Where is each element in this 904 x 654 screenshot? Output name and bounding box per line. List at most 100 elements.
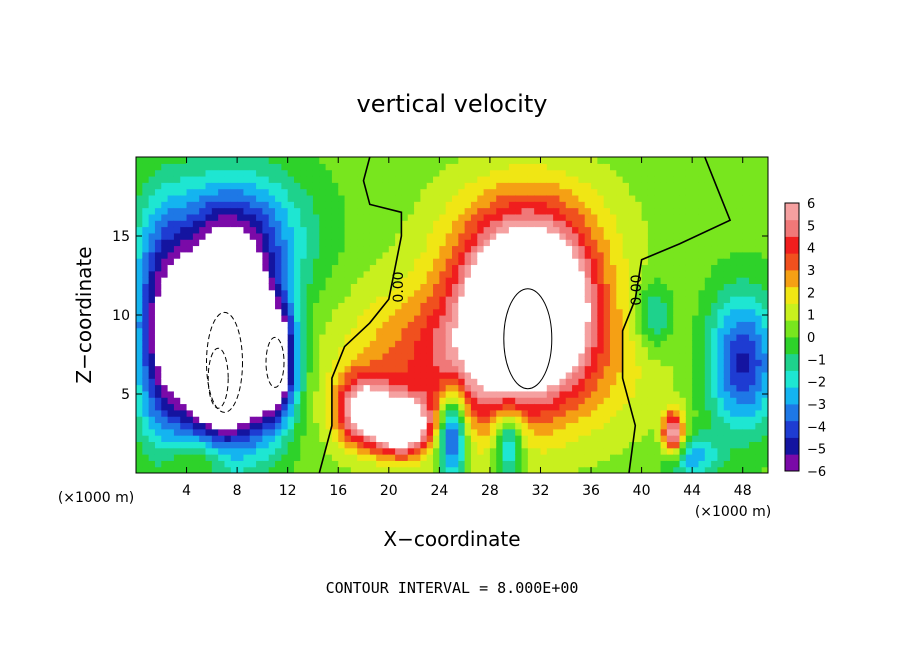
field-cell: [711, 422, 719, 430]
field-cell: [243, 213, 251, 221]
field-cell: [692, 359, 700, 367]
field-cell: [622, 169, 630, 177]
field-cell: [565, 213, 573, 221]
field-cell: [186, 365, 194, 373]
field-cell: [660, 308, 668, 316]
field-cell: [717, 333, 725, 341]
field-cell: [350, 416, 358, 424]
field-cell: [730, 346, 737, 354]
field-cell: [755, 194, 763, 202]
field-cell: [218, 327, 226, 335]
field-cell: [420, 321, 428, 329]
field-cell: [464, 359, 472, 367]
field-cell: [496, 466, 504, 473]
field-cell: [477, 258, 485, 266]
field-cell: [489, 340, 497, 348]
field-cell: [275, 327, 282, 335]
field-cell: [477, 466, 485, 473]
field-cell: [300, 175, 308, 183]
field-cell: [426, 169, 434, 177]
field-cell: [224, 428, 232, 436]
field-cell: [275, 435, 282, 442]
field-cell: [224, 213, 232, 221]
field-cell: [673, 258, 681, 266]
field-cell: [173, 460, 181, 468]
field-cell: [325, 416, 333, 424]
field-cell: [230, 207, 238, 215]
field-cell: [180, 409, 188, 417]
field-cell: [262, 390, 270, 398]
field-cell: [742, 283, 750, 291]
field-cell: [268, 283, 276, 291]
field-cell: [679, 409, 687, 417]
field-cell: [502, 397, 510, 405]
field-cell: [610, 239, 617, 247]
field-cell: [666, 447, 674, 455]
field-cell: [610, 409, 617, 417]
field-cell: [230, 333, 238, 341]
field-cell: [338, 454, 346, 461]
field-cell: [502, 441, 510, 449]
field-cell: [470, 378, 478, 386]
field-cell: [736, 315, 744, 322]
field-cell: [142, 454, 150, 461]
field-cell: [167, 352, 175, 360]
field-cell: [591, 416, 598, 424]
field-cell: [249, 213, 257, 221]
field-cell: [597, 384, 605, 392]
field-cell: [161, 428, 169, 436]
field-cell: [224, 277, 232, 284]
field-cell: [559, 454, 567, 461]
field-cell: [199, 384, 207, 392]
field-cell: [527, 201, 535, 209]
field-cell: [205, 416, 213, 424]
field-cell: [616, 245, 624, 253]
field-cell: [635, 435, 643, 442]
field-cell: [287, 416, 295, 424]
field-cell: [502, 251, 510, 259]
field-cell: [470, 302, 478, 310]
field-cell: [723, 251, 731, 259]
field-cell: [736, 416, 744, 424]
field-cell: [679, 258, 687, 266]
field-cell: [306, 384, 314, 392]
field-cell: [508, 409, 516, 417]
field-cell: [628, 264, 636, 272]
field-cell: [426, 308, 434, 316]
field-cell: [723, 390, 731, 398]
field-cell: [275, 466, 282, 473]
field-cell: [142, 182, 150, 190]
field-cell: [186, 207, 194, 215]
field-cell: [167, 201, 175, 209]
field-cell: [673, 435, 681, 442]
field-cell: [243, 447, 251, 455]
field-cell: [262, 327, 270, 335]
field-cell: [338, 226, 346, 234]
field-cell: [414, 359, 421, 367]
field-cell: [161, 346, 169, 354]
field-cell: [148, 435, 156, 442]
field-cell: [306, 213, 314, 221]
field-cell: [610, 435, 617, 442]
field-cell: [704, 428, 712, 436]
field-cell: [553, 352, 561, 360]
field-cell: [369, 466, 377, 473]
field-cell: [578, 296, 586, 303]
field-cell: [363, 308, 371, 316]
field-cell: [559, 428, 567, 436]
field-cell: [256, 435, 263, 442]
field-cell: [218, 258, 226, 266]
field-cell: [483, 428, 491, 436]
field-cell: [521, 409, 529, 417]
field-cell: [161, 447, 169, 455]
field-cell: [717, 454, 725, 461]
field-cell: [445, 182, 453, 190]
field-cell: [761, 321, 768, 329]
field-cell: [761, 245, 768, 253]
field-cell: [173, 232, 181, 240]
field-cell: [496, 188, 504, 196]
field-cell: [597, 359, 605, 367]
field-cell: [749, 365, 756, 373]
field-cell: [306, 220, 314, 228]
field-cell: [154, 371, 162, 379]
